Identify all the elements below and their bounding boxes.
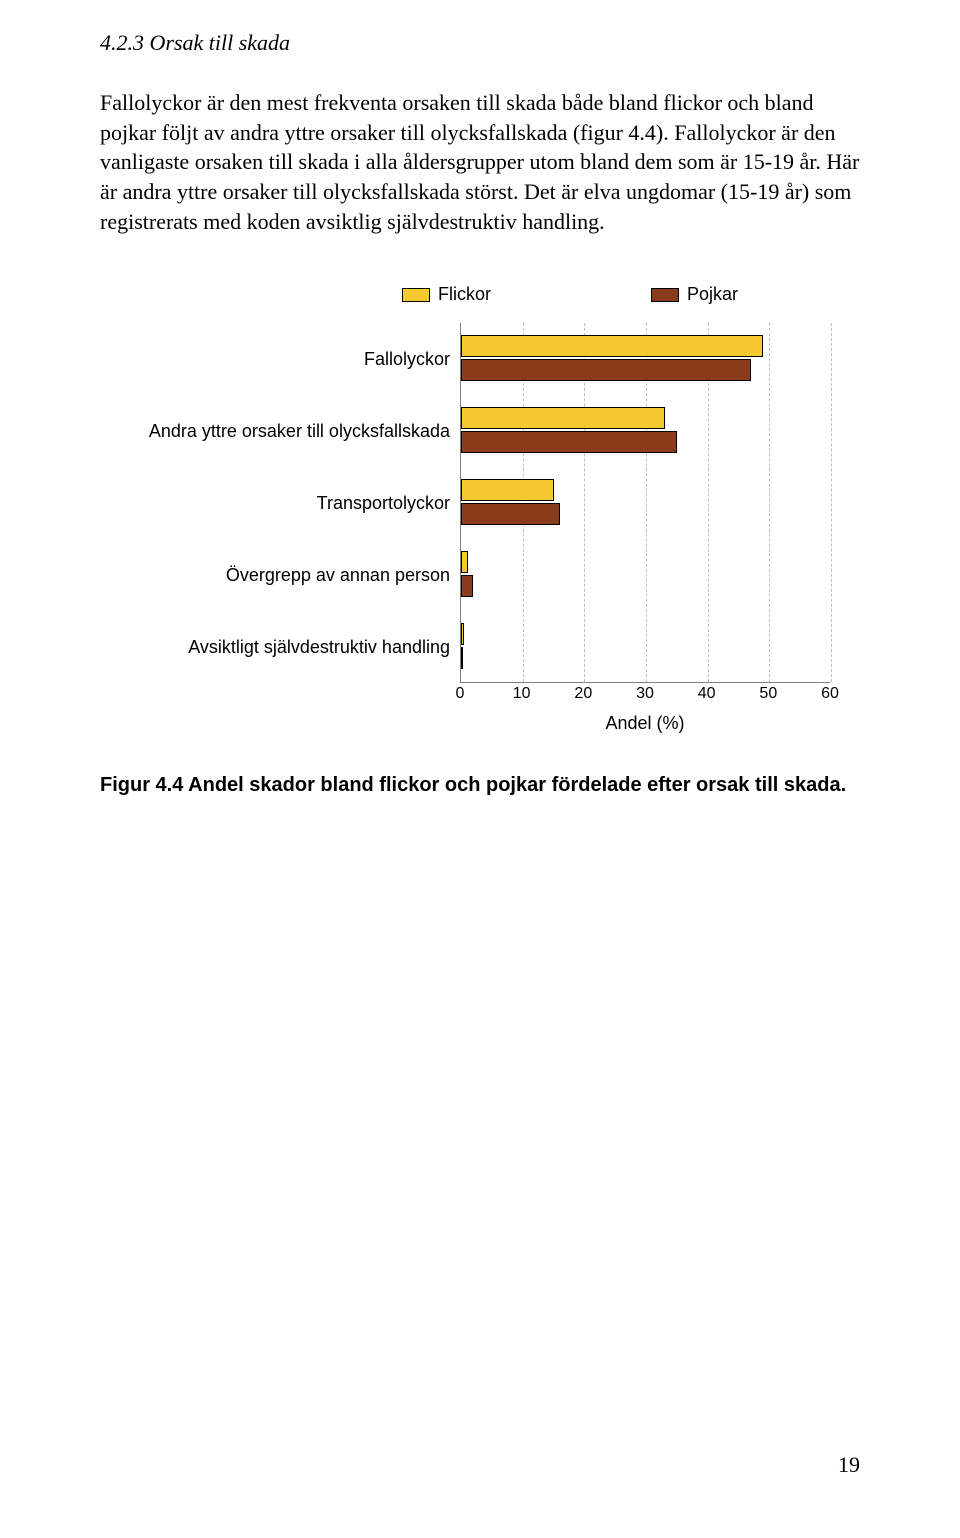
bar-row (461, 611, 830, 683)
bar-flickor (461, 335, 763, 357)
legend-label: Pojkar (687, 284, 738, 305)
x-tick: 50 (759, 685, 777, 703)
page: 4.2.3 Orsak till skada Fallolyckor är de… (0, 0, 960, 1538)
bar-flickor (461, 407, 665, 429)
y-label: Transportolyckor (317, 493, 450, 514)
page-number: 19 (838, 1452, 860, 1478)
x-tick: 10 (513, 685, 531, 703)
chart-plot: Fallolyckor Andra yttre orsaker till oly… (130, 323, 830, 683)
legend-swatch-flickor (402, 288, 430, 302)
legend-label: Flickor (438, 284, 491, 305)
x-tick: 60 (821, 685, 839, 703)
bar-pojkar (461, 503, 560, 525)
legend-swatch-pojkar (651, 288, 679, 302)
x-tick: 40 (698, 685, 716, 703)
x-tick: 0 (456, 685, 465, 703)
x-axis: 0102030405060 (460, 683, 830, 707)
x-axis-title: Andel (%) (460, 713, 830, 734)
bar-pojkar (461, 431, 677, 453)
bars-area (460, 323, 830, 683)
section-heading: 4.2.3 Orsak till skada (100, 30, 860, 56)
bar-flickor (461, 623, 464, 645)
grid-line (831, 323, 832, 682)
bar-row (461, 323, 830, 395)
x-tick: 30 (636, 685, 654, 703)
x-tick: 20 (574, 685, 592, 703)
bar-pojkar (461, 647, 463, 669)
bar-flickor (461, 479, 554, 501)
legend-item-pojkar: Pojkar (651, 284, 738, 305)
y-label: Andra yttre orsaker till olycksfallskada (149, 421, 450, 442)
bar-pojkar (461, 359, 751, 381)
body-paragraph: Fallolyckor är den mest frekventa orsake… (100, 88, 860, 236)
bar-pojkar (461, 575, 473, 597)
y-label: Fallolyckor (364, 349, 450, 370)
chart: Flickor Pojkar Fallolyckor Andra yttre o… (130, 284, 830, 734)
y-label: Avsiktligt självdestruktiv handling (188, 637, 450, 658)
legend-item-flickor: Flickor (402, 284, 491, 305)
bar-row (461, 539, 830, 611)
figure-caption: Figur 4.4 Andel skador bland flickor och… (100, 774, 860, 797)
bar-row (461, 467, 830, 539)
bar-flickor (461, 551, 468, 573)
bar-row (461, 395, 830, 467)
chart-legend: Flickor Pojkar (310, 284, 830, 305)
y-label: Övergrepp av annan person (226, 565, 450, 586)
y-axis-labels: Fallolyckor Andra yttre orsaker till oly… (130, 323, 460, 683)
